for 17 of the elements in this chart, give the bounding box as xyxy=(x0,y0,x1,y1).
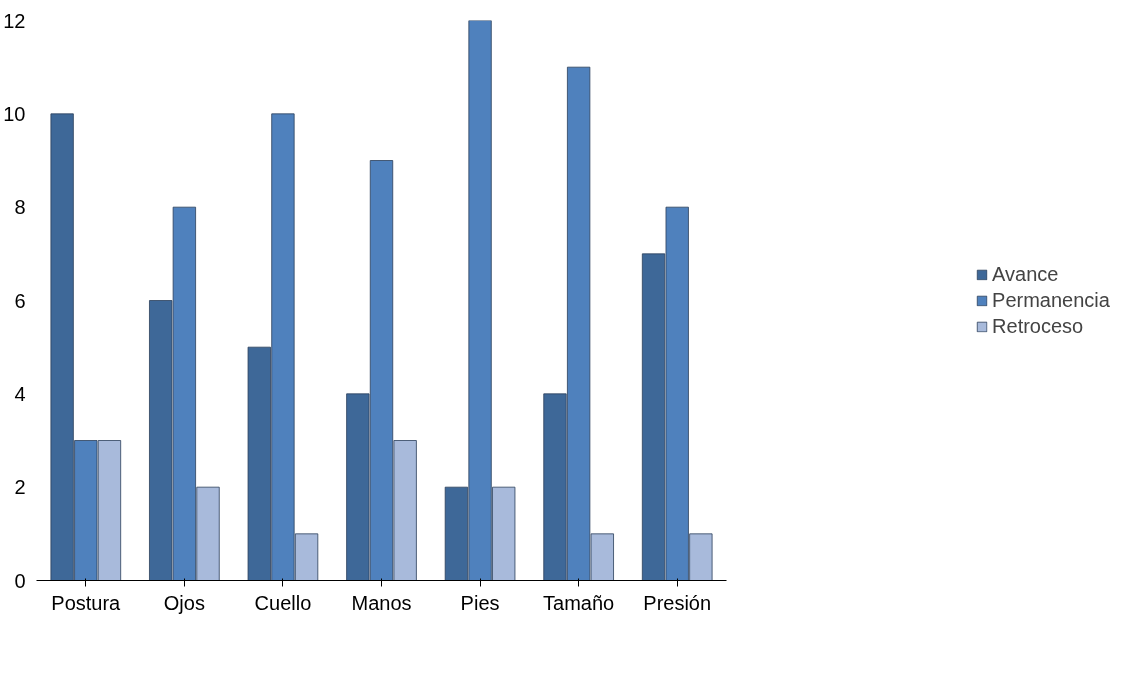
y-tick-label: 8 xyxy=(14,196,26,219)
x-tick-label: Cuello xyxy=(254,591,312,614)
legend-label: Permanencia xyxy=(992,288,1110,312)
x-tick-label: Presión xyxy=(643,591,712,614)
y-tick-label: 4 xyxy=(14,382,26,405)
legend-label: Avance xyxy=(992,262,1059,286)
x-tick-label: Manos xyxy=(351,591,412,614)
y-tick-label: 10 xyxy=(3,102,26,125)
y-tick-label: 2 xyxy=(14,476,26,499)
y-tick-label: 0 xyxy=(14,569,26,592)
x-tick-label: Tamaño xyxy=(543,591,615,614)
y-tick-label: 12 xyxy=(3,9,26,32)
x-tick-label: Postura xyxy=(51,591,122,614)
x-tick-label: Ojos xyxy=(163,591,205,614)
legend-label: Retroceso xyxy=(992,314,1084,338)
y-tick-label: 6 xyxy=(14,289,26,312)
x-tick-label: Pies xyxy=(460,591,500,614)
